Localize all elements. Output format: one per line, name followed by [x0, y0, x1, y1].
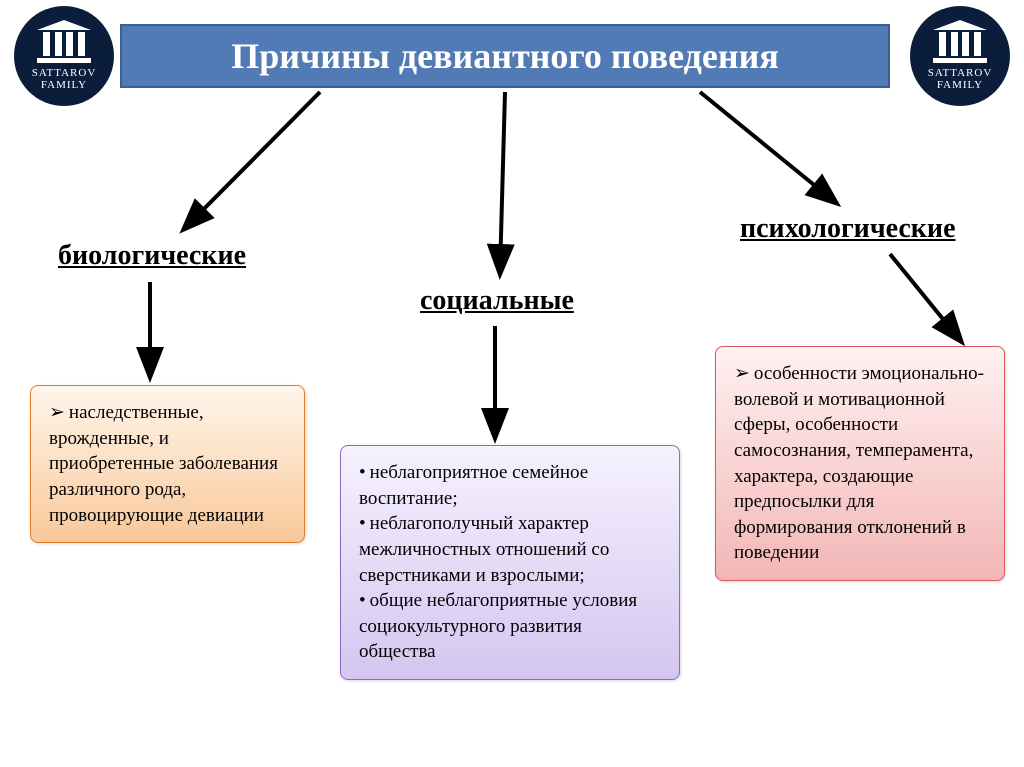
- bullet-list: наследственные, врожденные, и приобретен…: [49, 400, 286, 528]
- building-icon: [37, 20, 91, 64]
- arrow: [700, 92, 835, 202]
- arrow: [185, 92, 320, 228]
- building-icon: [933, 20, 987, 64]
- logo-circle: SATTAROVFAMILY: [910, 6, 1010, 106]
- bullet-list: особенности эмоционально-волевой и мотив…: [734, 361, 986, 566]
- detail-box-biological: наследственные, врожденные, и приобретен…: [30, 385, 305, 543]
- logo-circle: SATTAROVFAMILY: [14, 6, 114, 106]
- logo-text: SATTAROVFAMILY: [32, 68, 97, 91]
- diagram-title: Причины девиантного поведения: [120, 24, 890, 88]
- category-label-social: социальные: [420, 285, 574, 317]
- logo-text: SATTAROVFAMILY: [928, 68, 993, 91]
- detail-box-psychological: особенности эмоционально-волевой и мотив…: [715, 346, 1005, 581]
- arrow: [500, 92, 505, 272]
- category-label-psychological: психологические: [740, 213, 956, 245]
- bullet-item: неблагоприятное семейное воспитание;: [359, 460, 661, 511]
- bullet-item: неблагополучный характер межличностных о…: [359, 511, 661, 588]
- bullet-item: особенности эмоционально-волевой и мотив…: [734, 361, 986, 566]
- bullet-item: общие неблагоприятные условия социокульт…: [359, 588, 661, 665]
- category-label-biological: биологические: [58, 240, 246, 272]
- brand-logo-right: SATTAROVFAMILY: [910, 6, 1010, 106]
- bullet-list: неблагоприятное семейное воспитание;небл…: [359, 460, 661, 665]
- arrow: [890, 254, 960, 340]
- bullet-item: наследственные, врожденные, и приобретен…: [49, 400, 286, 528]
- brand-logo-left: SATTAROVFAMILY: [14, 6, 114, 106]
- detail-box-social: неблагоприятное семейное воспитание;небл…: [340, 445, 680, 680]
